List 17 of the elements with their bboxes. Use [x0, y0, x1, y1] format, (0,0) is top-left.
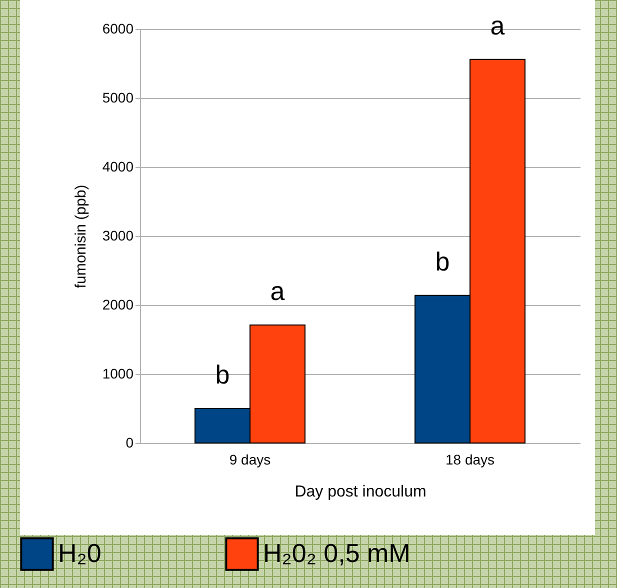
y-tick-label: 0 [126, 434, 134, 450]
y-tick-label: 3000 [102, 228, 134, 244]
legend-label: H₂0 [58, 538, 102, 568]
x-tick-label: 18 days [445, 452, 495, 468]
y-axis-title: fumonisin (ppb) [72, 184, 90, 288]
y-tick-label: 4000 [102, 158, 134, 174]
annotation: b [215, 360, 230, 390]
annotation: b [435, 246, 450, 276]
x-tick-label: 9 days [229, 452, 271, 468]
annotation: a [490, 10, 506, 40]
annotation: a [270, 276, 286, 306]
y-tick-label: 2000 [102, 296, 134, 312]
legend-label: H₂0₂ 0,5 mM [263, 538, 410, 568]
y-tick-label: 6000 [102, 20, 134, 36]
y-tick-label: 1000 [102, 366, 134, 382]
y-tick-label: 5000 [102, 90, 134, 106]
x-axis-title: Day post inoculum [294, 484, 426, 500]
